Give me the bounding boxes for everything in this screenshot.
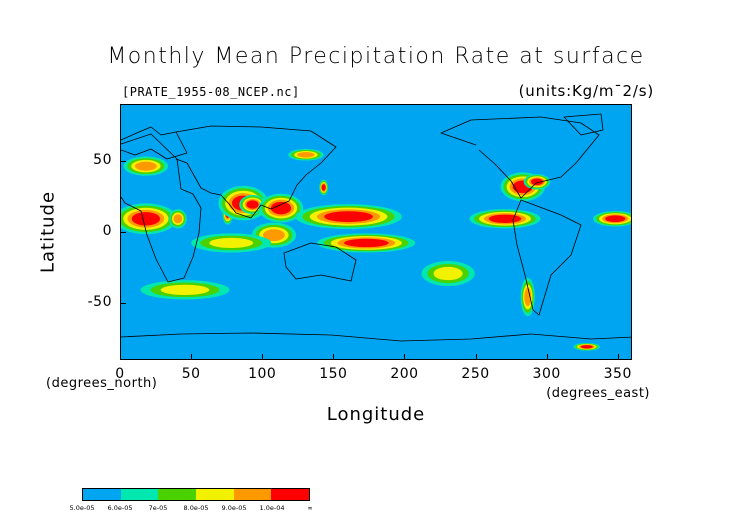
precip-region-11-level-5 bbox=[321, 184, 326, 191]
colorbar-label: ∞ bbox=[307, 504, 313, 512]
x-tick-label: 0 bbox=[115, 366, 125, 382]
precip-region-6-level-5 bbox=[270, 201, 292, 215]
file-label: [PRATE_1955-08_NCEP.nc] bbox=[122, 85, 300, 99]
x-tick-mark bbox=[120, 354, 121, 360]
precip-region-16-level-5 bbox=[605, 215, 626, 223]
colorbar-segment-1 bbox=[120, 489, 159, 500]
colorbar-label: 6.0e-05 bbox=[107, 504, 133, 512]
colorbar-segment-2 bbox=[158, 489, 197, 500]
colorbar-segment-5 bbox=[271, 489, 310, 500]
coastline-greenland bbox=[563, 113, 604, 136]
x-tick-label: 350 bbox=[603, 366, 632, 382]
x-tick-label: 200 bbox=[390, 366, 419, 382]
x-tick-label: 300 bbox=[532, 366, 561, 382]
precip-region-12-level-4 bbox=[297, 152, 315, 158]
y-tick-mark bbox=[120, 232, 126, 233]
precip-region-19-level-3 bbox=[433, 266, 463, 281]
precip-region-17-level-3 bbox=[160, 284, 210, 295]
coastline-africa bbox=[121, 133, 202, 283]
x-tick-label: 100 bbox=[248, 366, 277, 382]
y-tick-label: 0 bbox=[102, 223, 112, 239]
coastline-south-america bbox=[512, 199, 582, 316]
precip-region-10-level-3 bbox=[209, 237, 254, 249]
colorbar-label: 5.0e-05 bbox=[69, 504, 95, 512]
precip-region-15-level-5 bbox=[530, 178, 544, 186]
precip-region-2-level-4 bbox=[173, 214, 183, 224]
precip-region-8-level-5 bbox=[324, 211, 373, 223]
precip-region-13-level-5 bbox=[488, 214, 522, 223]
precip-region-18-level-4 bbox=[524, 287, 532, 307]
colorbar-segment-3 bbox=[196, 489, 234, 500]
colorbar-segment-4 bbox=[233, 489, 272, 500]
precip-region-5-level-5 bbox=[246, 200, 259, 209]
precip-region-9-level-5 bbox=[344, 238, 389, 248]
precip-region-1-level-4 bbox=[135, 161, 157, 171]
coastline-antarctica bbox=[121, 332, 631, 342]
precip-region-7-level-4 bbox=[263, 229, 285, 242]
precipitation-map bbox=[120, 104, 632, 360]
x-tick-mark bbox=[475, 354, 477, 360]
x-tick-label: 250 bbox=[461, 366, 490, 382]
colorbar bbox=[82, 488, 310, 501]
x-tick-mark bbox=[404, 354, 406, 360]
coastline-north-america bbox=[440, 116, 600, 199]
x-tick-mark bbox=[546, 354, 548, 360]
chart-title: Monthly Mean Precipitation Rate at surfa… bbox=[107, 44, 645, 69]
colorbar-label: 9.0e-05 bbox=[221, 504, 247, 512]
x-tick-mark bbox=[191, 354, 193, 360]
y-tick-label: 50 bbox=[93, 151, 112, 168]
colorbar-label: 7e-05 bbox=[148, 504, 168, 512]
x-units-label: (degrees_east) bbox=[546, 386, 650, 401]
coastline-asia bbox=[175, 125, 337, 219]
y-units-label: (degrees_north) bbox=[46, 376, 158, 391]
colorbar-label: 8.0e-05 bbox=[183, 504, 209, 512]
precip-region-20-level-5 bbox=[580, 345, 593, 349]
y-tick-mark bbox=[120, 160, 126, 162]
coastline-australia bbox=[283, 242, 357, 282]
colorbar-label: 1.0e-04 bbox=[259, 504, 285, 512]
precip-region-0-level-5 bbox=[131, 212, 161, 226]
x-tick-mark bbox=[333, 354, 335, 360]
x-tick-mark bbox=[617, 354, 619, 360]
y-axis-label: Latitude bbox=[37, 190, 59, 274]
units-label: (units:Kg/m¯2/s) bbox=[518, 82, 654, 100]
y-tick-mark bbox=[120, 303, 126, 305]
x-tick-mark bbox=[262, 354, 264, 360]
x-tick-label: 150 bbox=[319, 366, 348, 382]
x-tick-label: 50 bbox=[181, 366, 201, 382]
coastline-europe bbox=[121, 126, 188, 160]
colorbar-segment-0 bbox=[83, 489, 121, 500]
x-axis-label: Longitude bbox=[326, 404, 426, 425]
y-tick-label: -50 bbox=[87, 294, 112, 311]
